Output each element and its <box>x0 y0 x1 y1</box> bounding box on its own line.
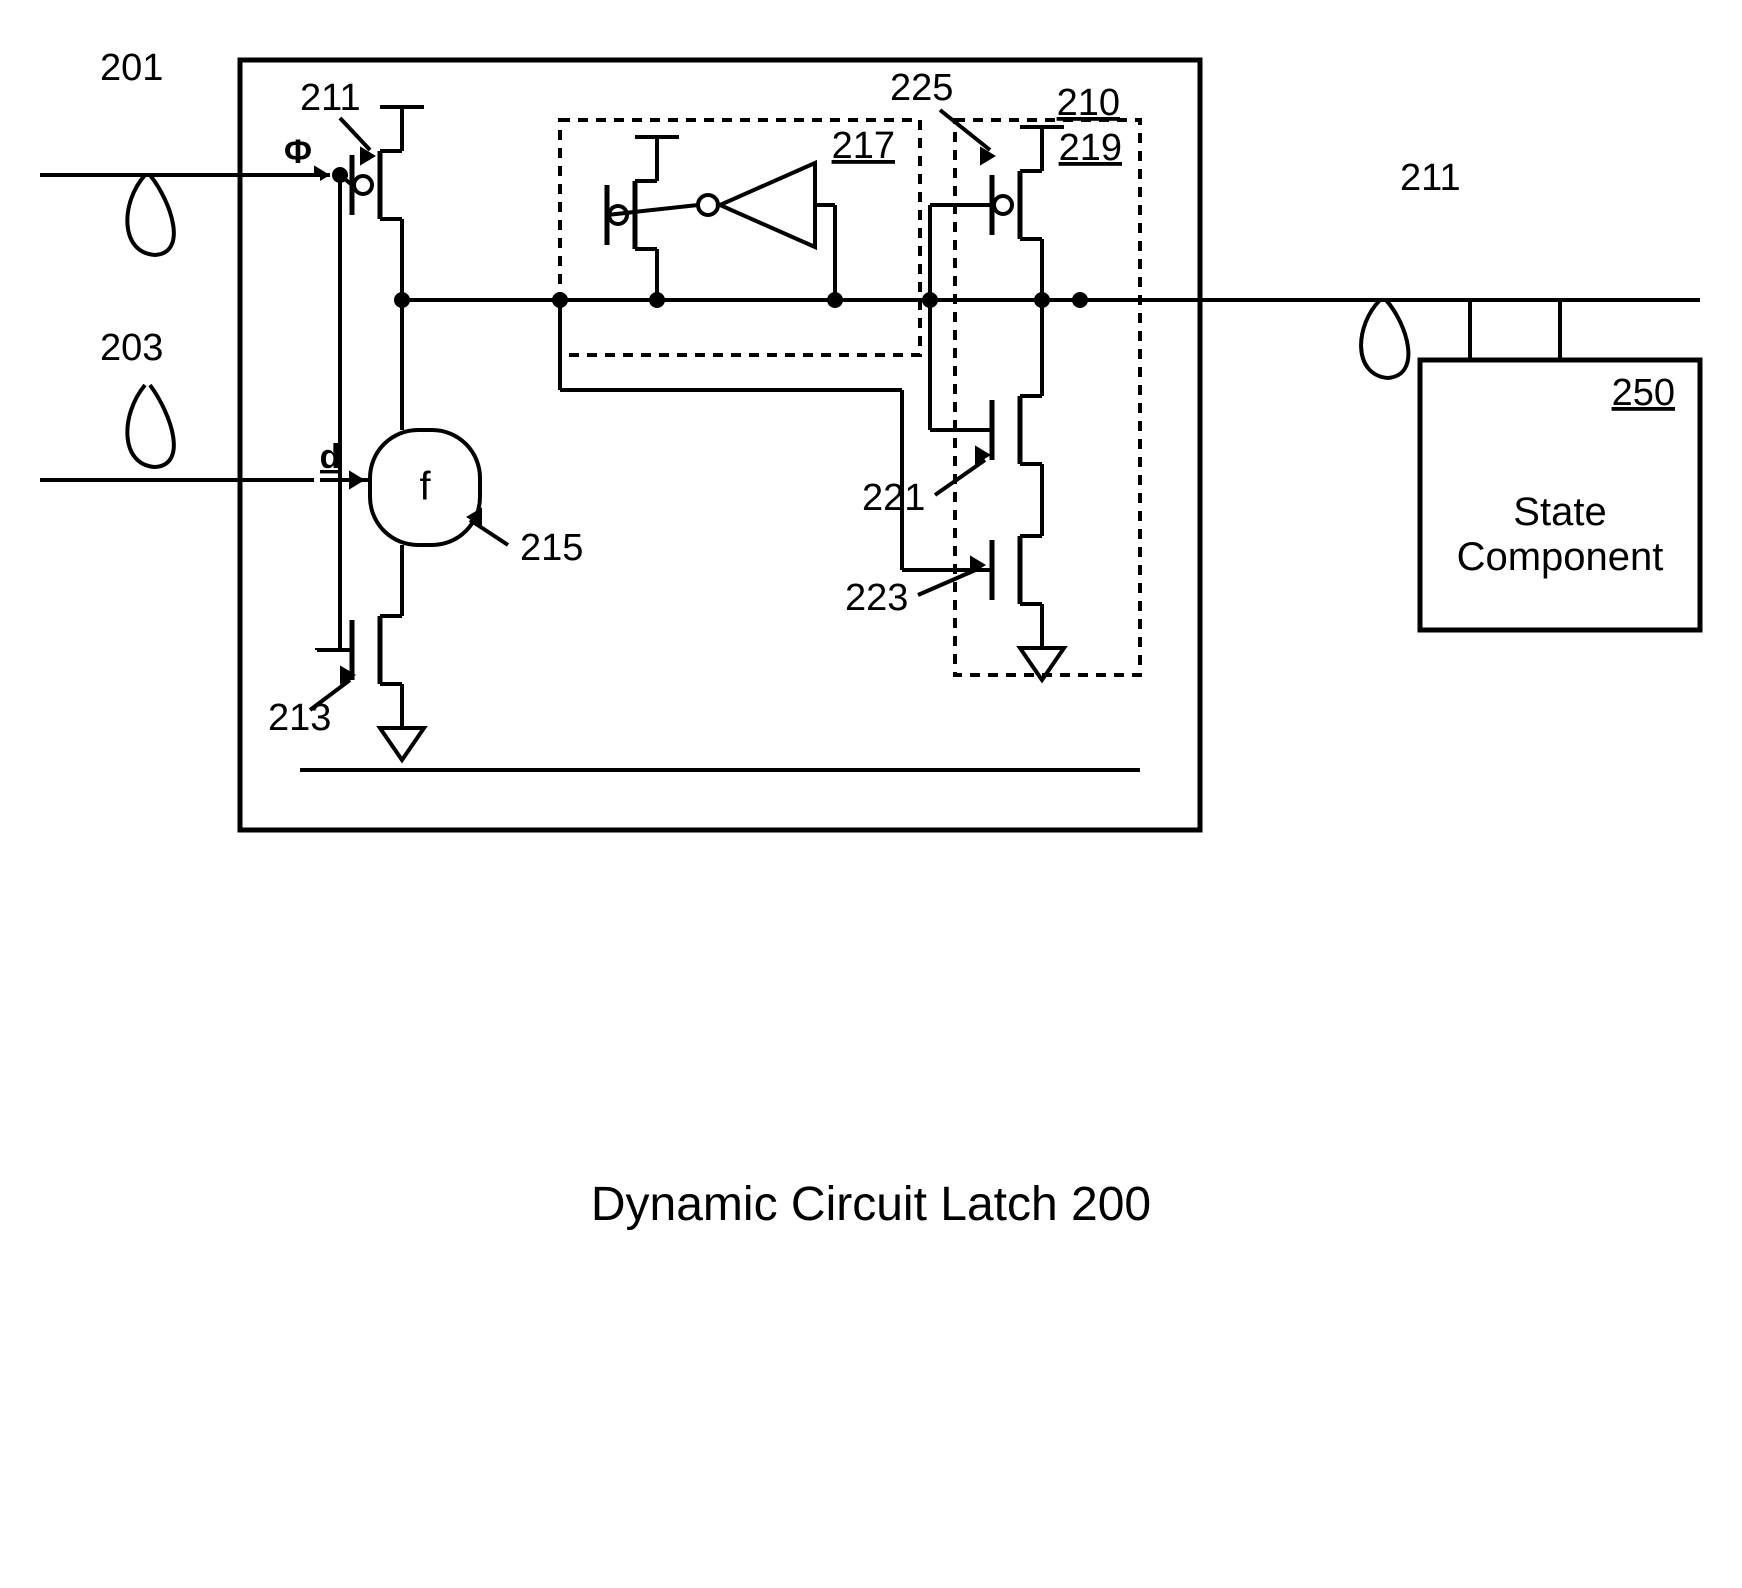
svg-text:211: 211 <box>1400 157 1461 199</box>
svg-text:Component: Component <box>1457 535 1664 579</box>
svg-text:201: 201 <box>100 47 163 89</box>
svg-text:213: 213 <box>268 697 331 739</box>
svg-text:210: 210 <box>1057 82 1120 124</box>
svg-text:211: 211 <box>300 77 361 119</box>
svg-text:f: f <box>419 465 431 509</box>
svg-text:223: 223 <box>845 577 908 619</box>
svg-text:Dynamic Circuit Latch 200: Dynamic Circuit Latch 200 <box>591 1178 1151 1231</box>
circuit-diagram: 210 Φ 201 d 203 211 f 215 213 217 219 225 221 223 211 2… <box>0 0 1742 1588</box>
svg-text:250: 250 <box>1612 372 1675 414</box>
svg-text:State: State <box>1513 490 1606 534</box>
svg-text:217: 217 <box>832 125 895 167</box>
svg-text:219: 219 <box>1059 127 1122 169</box>
svg-text:215: 215 <box>520 527 583 569</box>
svg-text:203: 203 <box>100 327 163 369</box>
svg-text:Φ: Φ <box>284 133 312 171</box>
svg-text:221: 221 <box>862 477 925 519</box>
svg-text:225: 225 <box>890 67 953 109</box>
svg-text:d: d <box>320 438 341 476</box>
